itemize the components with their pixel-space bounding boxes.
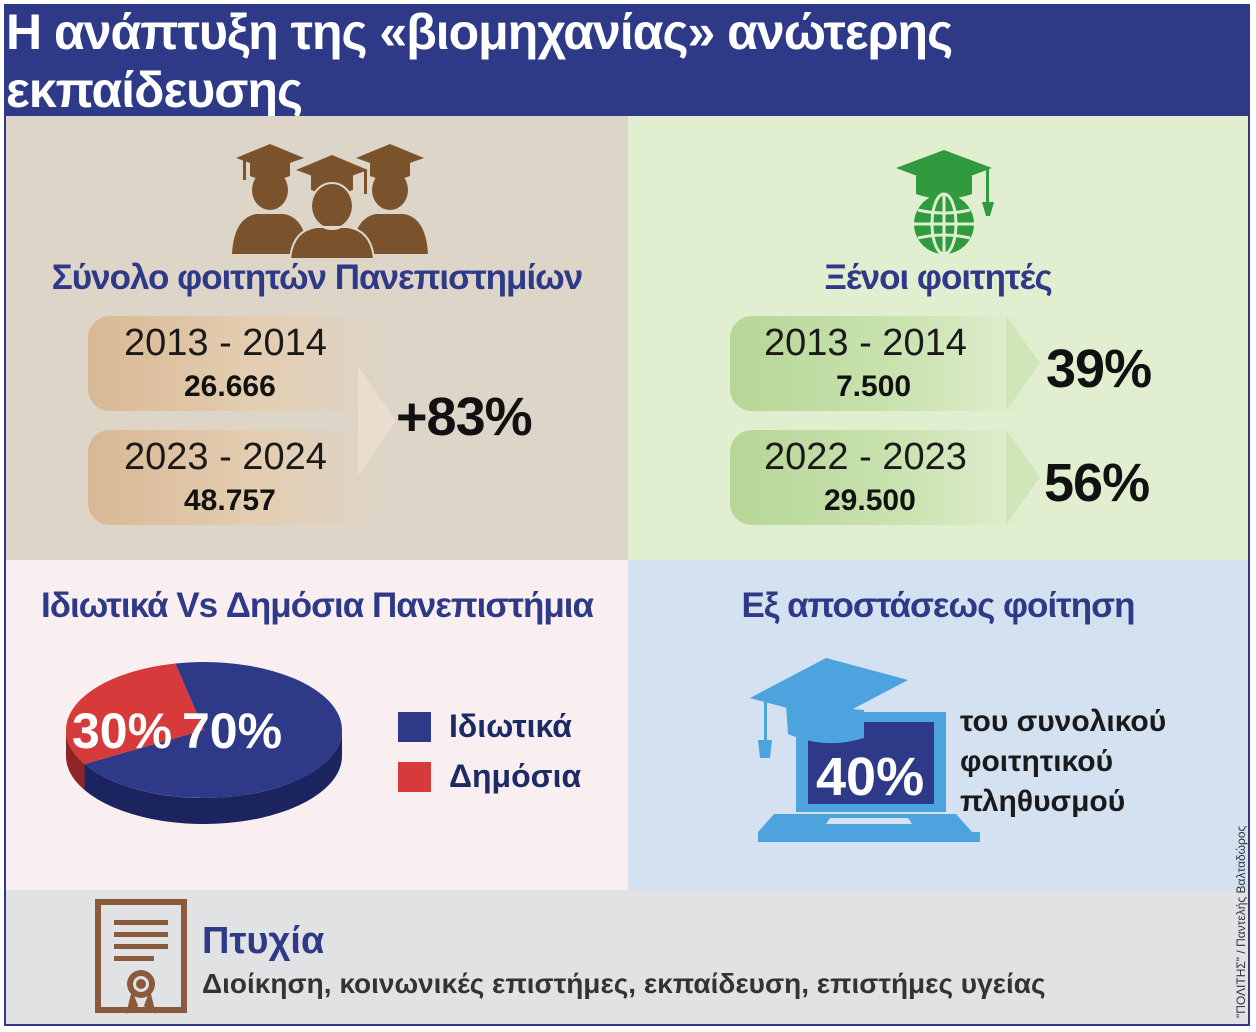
panel-distance-learning: Εξ αποστάσεως φοίτηση 40% του συνολικού … bbox=[628, 560, 1248, 890]
distance-percent: 40% bbox=[816, 747, 925, 807]
panel-total-students: Σύνολο φοιτητών Πανεπιστημίων 2013 - 201… bbox=[6, 116, 628, 560]
total-change-percent: +83% bbox=[396, 387, 533, 447]
arrow-chevron-icon bbox=[358, 366, 396, 476]
laptop-graduation-icon bbox=[750, 658, 980, 842]
infographic-frame: Η ανάπτυξη της «βιομηχανίας» ανώτερης εκ… bbox=[4, 4, 1250, 1026]
total-year-1: 2013 - 2014 bbox=[124, 322, 327, 364]
foreign-percent-2: 56% bbox=[1044, 453, 1150, 513]
globe-graduation-icon bbox=[896, 150, 994, 256]
pie-side-0-0 bbox=[84, 730, 342, 824]
distance-title: Εξ αποστάσεως φοίτηση bbox=[741, 586, 1136, 625]
panel-private-public: Ιδιωτικά Vs Δημόσια Πανεπιστήμια 70% 30% … bbox=[6, 560, 628, 890]
foreign-2013-pill bbox=[730, 316, 1030, 411]
total-2023-pill bbox=[88, 430, 388, 525]
legend-swatch-public bbox=[398, 761, 431, 792]
foreign-percent-1: 39% bbox=[1046, 339, 1152, 399]
arrow-chevron-icon-2 bbox=[1006, 430, 1040, 525]
distance-text-line-3: πληθυσμού bbox=[960, 785, 1126, 818]
students-graduation-icon bbox=[232, 144, 428, 258]
legend-swatch-private bbox=[398, 711, 431, 742]
distance-text-line-1: του συνολικού bbox=[960, 705, 1167, 738]
legend-label-public: Δημόσια bbox=[449, 758, 582, 794]
pie-value-label-0: 70% bbox=[182, 703, 282, 759]
total-year-2: 2023 - 2024 bbox=[124, 436, 327, 478]
foreign-value-2: 29.500 bbox=[824, 484, 916, 517]
page-title: Η ανάπτυξη της «βιομηχανίας» ανώτερης εκ… bbox=[6, 4, 953, 118]
foreign-year-1: 2013 - 2014 bbox=[764, 322, 967, 364]
arrow-chevron-icon-1 bbox=[1006, 316, 1040, 411]
total-value-1: 26.666 bbox=[184, 370, 276, 403]
pie-chart: 70%30% bbox=[66, 662, 342, 824]
foreign-students-title: Ξένοι φοιτητές bbox=[824, 258, 1052, 297]
pie-side-1-0 bbox=[66, 730, 85, 790]
total-value-2: 48.757 bbox=[184, 484, 276, 517]
credit-line: "ΠΟΛΙΤΗΣ" / Παντελής Βαλταδώρος bbox=[1234, 825, 1248, 1018]
degrees-fields: Διοίκηση, κοινωνικές επιστήμες, εκπαίδευ… bbox=[202, 968, 1046, 999]
legend-item-public: Δημόσια bbox=[398, 758, 581, 795]
foreign-2022-pill bbox=[730, 430, 1030, 525]
legend-item-private: Ιδιωτικά bbox=[398, 708, 572, 745]
total-students-title: Σύνολο φοιτητών Πανεπιστημίων bbox=[51, 258, 583, 297]
degrees-title: Πτυχία bbox=[202, 920, 325, 962]
legend-label-private: Ιδιωτικά bbox=[449, 708, 572, 744]
header-banner: Η ανάπτυξη της «βιομηχανίας» ανώτερης εκ… bbox=[6, 4, 1248, 118]
pie-slice-Δημόσια bbox=[66, 663, 204, 764]
private-public-title: Ιδιωτικά Vs Δημόσια Πανεπιστήμια bbox=[41, 586, 594, 625]
distance-text-line-2: φοιτητικού bbox=[960, 745, 1114, 778]
diploma-certificate-icon bbox=[95, 899, 187, 1016]
panel-foreign-students: Ξένοι φοιτητές 2013 - 2014 7.500 39% 202… bbox=[628, 116, 1248, 560]
foreign-value-1: 7.500 bbox=[836, 370, 912, 403]
total-2013-pill bbox=[88, 316, 388, 411]
pie-slice-Ιδιωτικά bbox=[84, 662, 342, 798]
pie-value-label-1: 30% bbox=[72, 703, 172, 759]
foreign-year-2: 2022 - 2023 bbox=[764, 436, 967, 478]
panel-degrees: Πτυχία Διοίκηση, κοινωνικές επιστήμες, ε… bbox=[6, 890, 1248, 1024]
